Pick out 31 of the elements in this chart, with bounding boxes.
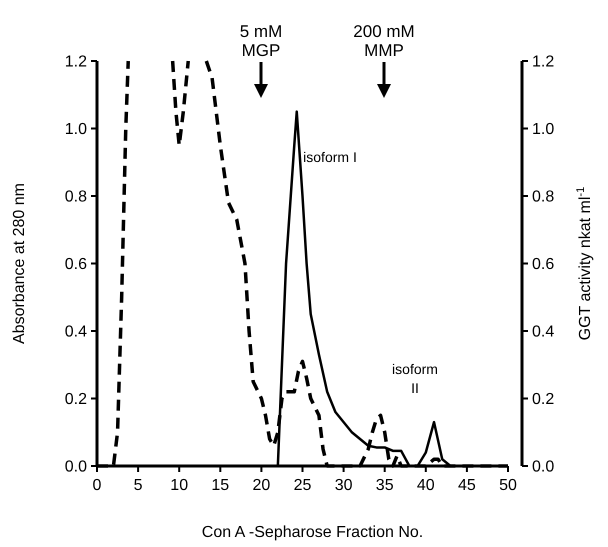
x-tick-label: 20 <box>252 477 270 494</box>
y-tick-label: 0.8 <box>64 188 88 206</box>
x-tick-label: 10 <box>170 477 188 494</box>
x-tick-label: 5 <box>134 477 143 494</box>
text: 200 mM MMP <box>353 22 415 60</box>
y2-tick-label: 0.8 <box>532 188 554 206</box>
y-tick-label: 1.2 <box>64 54 88 71</box>
y2-tick-label: 1.2 <box>532 54 554 71</box>
x-axis-title: Con A -Sepharose Fraction No. <box>202 524 424 541</box>
x-tick-label: 35 <box>376 477 394 494</box>
y2-tick-label: 1.0 <box>532 121 554 138</box>
y-tick-label: 1.0 <box>64 121 88 138</box>
y-tick-label: 0.6 <box>64 256 88 274</box>
x-tick-label: 30 <box>334 477 353 494</box>
x-tick-label: 45 <box>458 477 476 494</box>
x-tick-label: 50 <box>499 477 517 494</box>
x-tick-label: 15 <box>211 477 230 494</box>
y2-tick-label: 0.2 <box>532 391 554 408</box>
text: 5 mM MGP <box>240 22 282 60</box>
x-tick-label: 0 <box>92 477 102 494</box>
y-tick-label: 0.0 <box>64 458 88 476</box>
y2-tick-label: 0.4 <box>532 324 554 341</box>
y2-tick-label: 0.6 <box>532 256 554 274</box>
y-tick-label: 0.4 <box>64 324 88 341</box>
y-axis-title: Absorbance at 280 nm <box>11 183 28 344</box>
annotation: isoform II <box>392 361 438 396</box>
annotation: isoform I <box>303 149 357 165</box>
y-tick-label: 0.2 <box>64 391 88 408</box>
x-tick-label: 40 <box>416 477 435 494</box>
y2-tick-label: 0.0 <box>532 458 554 476</box>
x-tick-label: 25 <box>294 477 312 494</box>
